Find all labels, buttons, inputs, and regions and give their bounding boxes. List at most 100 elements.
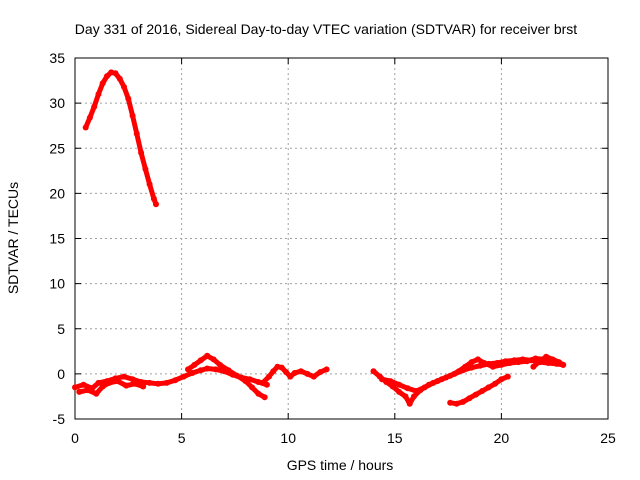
data-point: [140, 383, 147, 390]
data-point: [261, 394, 268, 401]
data-point: [84, 387, 91, 394]
data-point: [402, 393, 409, 400]
data-point: [317, 369, 324, 376]
data-point: [210, 356, 217, 363]
data-point: [481, 360, 488, 366]
data-point: [259, 379, 266, 386]
data-point: [447, 399, 454, 406]
data-point: [404, 385, 411, 392]
data-point: [125, 95, 132, 102]
y-tick-label: -5: [53, 411, 66, 427]
data-point: [310, 373, 317, 380]
data-point: [91, 103, 98, 110]
data-point: [515, 359, 522, 366]
data-point: [95, 91, 102, 98]
series-arc-low-f: [379, 355, 554, 394]
data-point: [129, 112, 136, 119]
data-point: [197, 367, 204, 374]
data-point: [95, 379, 102, 386]
data-point: [287, 373, 294, 380]
data-point: [129, 376, 136, 383]
data-point: [298, 368, 304, 375]
data-point: [492, 380, 498, 387]
y-axis: -5 0 5 10 15 20 25 30 35: [49, 50, 608, 427]
y-tick-label: 0: [57, 366, 65, 382]
series-arc-low-g: [447, 373, 511, 407]
data-point: [304, 370, 311, 377]
data-point: [185, 366, 191, 373]
data-point: [462, 363, 469, 370]
x-tick-label: 0: [71, 430, 79, 446]
data-point: [242, 378, 249, 385]
x-tick-label: 15: [387, 430, 403, 446]
data-point: [506, 360, 513, 366]
data-point: [549, 356, 556, 363]
data-point: [116, 75, 123, 82]
data-point: [172, 377, 179, 384]
data-point: [504, 373, 511, 380]
data-point: [421, 384, 428, 391]
data-point: [180, 373, 187, 380]
data-point: [249, 384, 255, 391]
data-point: [99, 80, 106, 87]
data-point: [479, 388, 486, 394]
data-point: [468, 359, 475, 366]
y-tick-label: 10: [49, 276, 65, 292]
data-point: [370, 368, 377, 375]
data-point: [379, 376, 385, 383]
y-tick-label: 15: [49, 231, 65, 247]
series-arc-high: [82, 69, 159, 208]
data-point: [217, 361, 223, 368]
data-point: [560, 361, 567, 368]
data-point: [204, 365, 211, 372]
data-point: [430, 379, 437, 386]
series-line: [447, 374, 511, 407]
y-tick-label: 30: [49, 95, 65, 111]
data-point: [93, 390, 100, 397]
data-point: [153, 201, 159, 208]
y-tick-label: 35: [49, 50, 65, 66]
data-point: [112, 70, 119, 77]
data-point: [72, 384, 78, 391]
y-axis-title: SDTVAR / TECUs: [5, 182, 21, 294]
data-point: [86, 114, 93, 121]
data-point: [524, 358, 530, 365]
data-point: [278, 364, 285, 371]
data-point: [498, 376, 505, 383]
chart-title: Day 331 of 2016, Sidereal Day-to-day VTE…: [75, 21, 577, 37]
data-point: [82, 124, 89, 131]
y-tick-label: 25: [49, 140, 65, 156]
series-arc-low-b: [76, 378, 147, 397]
y-tick-label: 5: [57, 321, 65, 337]
data-point: [455, 368, 462, 375]
data-point: [142, 166, 149, 172]
x-tick-label: 25: [600, 430, 616, 446]
data-point: [146, 379, 153, 386]
data-point: [406, 400, 413, 407]
data-point: [255, 390, 262, 397]
data-point: [387, 378, 394, 385]
data-point: [189, 370, 196, 376]
data-point: [472, 391, 479, 398]
data-point: [530, 363, 537, 370]
data-point: [121, 373, 127, 380]
x-axis: 0 5 10 15 20 25: [71, 58, 616, 446]
series-arc-low-d: [259, 363, 330, 386]
x-tick-label: 5: [178, 430, 186, 446]
data-point: [447, 372, 454, 379]
data-point: [266, 373, 272, 380]
data-point: [197, 357, 204, 364]
series-arc-low-c: [185, 352, 268, 401]
data-point: [225, 367, 232, 374]
data-point: [234, 372, 240, 379]
data-point: [270, 368, 277, 375]
data-point: [99, 383, 106, 390]
data-point: [283, 369, 290, 376]
data-point: [438, 376, 445, 383]
x-axis-title: GPS time / hours: [287, 457, 394, 473]
data-point: [489, 363, 496, 370]
data-point: [460, 398, 466, 405]
data-point: [76, 388, 83, 395]
data-point: [498, 361, 505, 368]
